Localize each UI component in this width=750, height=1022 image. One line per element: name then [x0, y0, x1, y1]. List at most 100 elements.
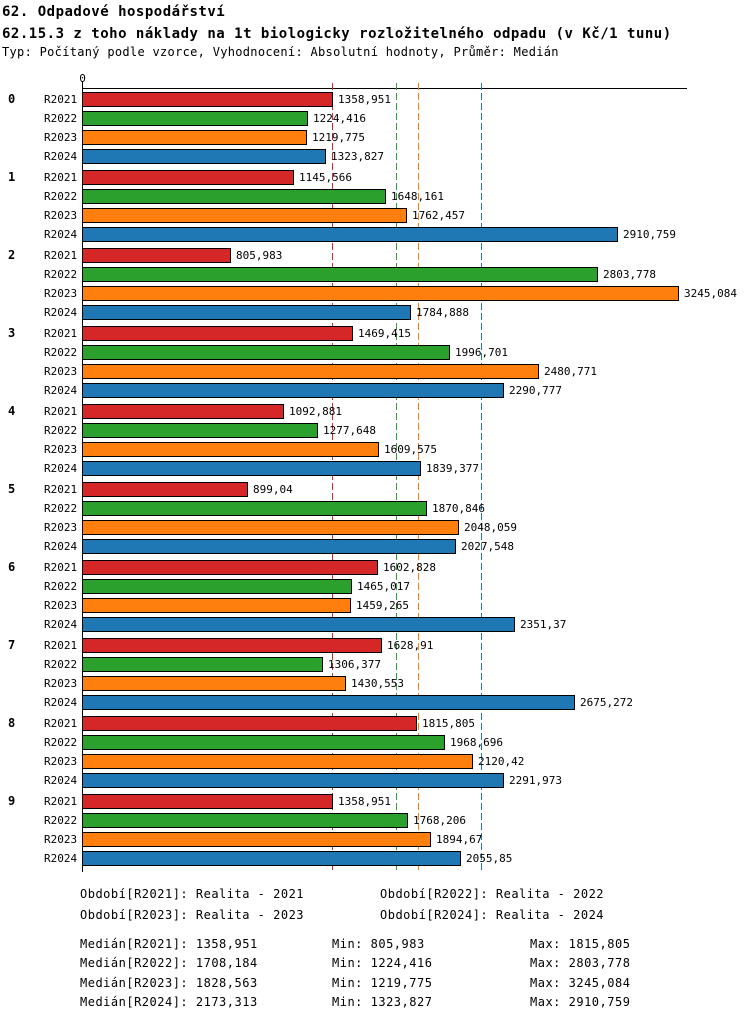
- series-label: R2022: [44, 346, 78, 359]
- bar-value-label: 2803,778: [603, 268, 656, 281]
- bar-value-label: 1358,951: [338, 93, 391, 106]
- series-label: R2021: [44, 717, 78, 730]
- bar-value-label: 1465,017: [357, 580, 410, 593]
- series-label: R2024: [44, 384, 78, 397]
- series-label: R2021: [44, 93, 78, 106]
- bar-value-label: 2291,973: [509, 774, 562, 787]
- series-label: R2024: [44, 150, 78, 163]
- bar-3-R2024: [82, 383, 504, 398]
- series-label: R2024: [44, 774, 78, 787]
- bar-2-R2024: [82, 305, 411, 320]
- series-label: R2024: [44, 696, 78, 709]
- series-label: R2021: [44, 249, 78, 262]
- stat-max: Max: 2910,759: [530, 995, 631, 1009]
- series-label: R2023: [44, 287, 78, 300]
- bar-value-label: 2675,272: [580, 696, 633, 709]
- group-label: 2: [8, 248, 16, 262]
- bar-0-R2024: [82, 149, 326, 164]
- legend-item: Období[R2023]: Realita - 2023: [80, 908, 305, 922]
- bar-value-label: 2027,548: [461, 540, 514, 553]
- bar-value-label: 1145,566: [299, 171, 352, 184]
- bar-value-label: 2290,777: [509, 384, 562, 397]
- bar-0-R2023: [82, 130, 307, 145]
- series-label: R2023: [44, 599, 78, 612]
- legend-item: Období[R2024]: Realita - 2024: [380, 908, 605, 922]
- bar-1-R2024: [82, 227, 618, 242]
- bar-2-R2021: [82, 248, 231, 263]
- series-label: R2024: [44, 306, 78, 319]
- bar-value-label: 3245,084: [684, 287, 737, 300]
- bar-value-label: 2048,059: [464, 521, 517, 534]
- series-label: R2022: [44, 424, 78, 437]
- stat-max: Max: 2803,778: [530, 956, 631, 970]
- axis-left-line: [82, 81, 83, 872]
- series-label: R2024: [44, 852, 78, 865]
- series-label: R2021: [44, 561, 78, 574]
- series-label: R2022: [44, 502, 78, 515]
- bar-7-R2022: [82, 657, 323, 672]
- median-line-R2023: [418, 83, 419, 872]
- axis-top-line: [82, 88, 687, 89]
- group-label: 7: [8, 638, 16, 652]
- bar-0-R2022: [82, 111, 308, 126]
- stat-median: Medián[R2024]: 2173,313: [80, 995, 258, 1009]
- bar-value-label: 1358,951: [338, 795, 391, 808]
- bar-5-R2024: [82, 539, 456, 554]
- report-title-line1: 62. Odpadové hospodářství: [2, 4, 226, 20]
- series-label: R2023: [44, 131, 78, 144]
- report-title-line2: 62.15.3 z toho náklady na 1t biologicky …: [2, 26, 672, 42]
- series-label: R2024: [44, 228, 78, 241]
- bar-value-label: 2351,37: [520, 618, 567, 631]
- bar-6-R2024: [82, 617, 515, 632]
- bar-value-label: 1839,377: [426, 462, 479, 475]
- bar-9-R2021: [82, 794, 333, 809]
- group-label: 4: [8, 404, 16, 418]
- axis-zero-label: 0: [79, 72, 86, 85]
- bar-value-label: 1870,846: [432, 502, 485, 515]
- bar-value-label: 1628,91: [387, 639, 434, 652]
- bar-8-R2021: [82, 716, 417, 731]
- bar-value-label: 1430,553: [351, 677, 404, 690]
- bar-value-label: 1894,67: [436, 833, 483, 846]
- group-label: 1: [8, 170, 16, 184]
- bar-value-label: 2120,42: [478, 755, 525, 768]
- bar-6-R2021: [82, 560, 378, 575]
- bar-9-R2022: [82, 813, 408, 828]
- series-label: R2021: [44, 171, 78, 184]
- bar-8-R2024: [82, 773, 504, 788]
- bar-4-R2021: [82, 404, 284, 419]
- series-label: R2022: [44, 736, 78, 749]
- bar-4-R2023: [82, 442, 379, 457]
- stat-max: Max: 1815,805: [530, 937, 631, 951]
- series-label: R2023: [44, 755, 78, 768]
- bar-value-label: 1306,377: [328, 658, 381, 671]
- series-label: R2021: [44, 795, 78, 808]
- median-line-R2021: [332, 83, 333, 872]
- series-label: R2022: [44, 658, 78, 671]
- bar-value-label: 1224,416: [313, 112, 366, 125]
- stat-max: Max: 3245,084: [530, 976, 631, 990]
- stat-min: Min: 805,983: [332, 937, 425, 951]
- bar-value-label: 2910,759: [623, 228, 676, 241]
- series-label: R2022: [44, 112, 78, 125]
- bar-0-R2021: [82, 92, 333, 107]
- bar-3-R2023: [82, 364, 539, 379]
- series-label: R2024: [44, 540, 78, 553]
- series-label: R2022: [44, 580, 78, 593]
- bar-value-label: 1277,648: [323, 424, 376, 437]
- bar-2-R2022: [82, 267, 598, 282]
- bar-3-R2021: [82, 326, 353, 341]
- bar-value-label: 2055,85: [466, 852, 513, 865]
- series-label: R2022: [44, 268, 78, 281]
- bar-8-R2022: [82, 735, 445, 750]
- group-label: 9: [8, 794, 16, 808]
- bar-8-R2023: [82, 754, 473, 769]
- group-label: 8: [8, 716, 16, 730]
- report-subtitle: Typ: Počítaný podle vzorce, Vyhodnocení:…: [2, 45, 559, 59]
- median-line-R2022: [396, 83, 397, 872]
- bar-value-label: 2480,771: [544, 365, 597, 378]
- bar-7-R2024: [82, 695, 575, 710]
- bar-value-label: 899,04: [253, 483, 293, 496]
- bar-3-R2022: [82, 345, 450, 360]
